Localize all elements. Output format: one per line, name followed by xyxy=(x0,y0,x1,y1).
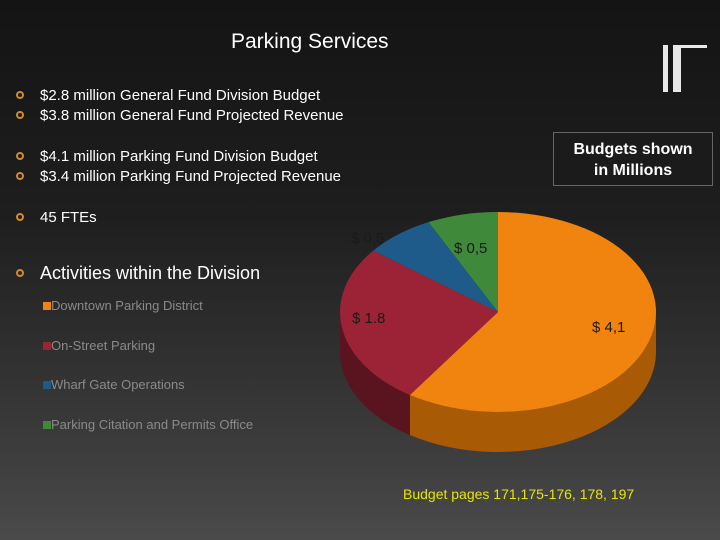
legend-swatch xyxy=(43,421,51,429)
legend-item: Wharf Gate Operations xyxy=(43,377,185,392)
pie-slice-0 xyxy=(409,212,656,412)
pie-data-label: $ 1.8 xyxy=(352,310,385,327)
legend-swatch xyxy=(43,302,51,310)
note-line: Budgets shown xyxy=(573,141,693,158)
slide-title: Parking Services xyxy=(231,30,389,53)
pie-side-1 xyxy=(340,312,410,435)
legend-item: On-Street Parking xyxy=(43,338,155,353)
note-line: in Millions xyxy=(593,162,673,179)
legend-item: Downtown Parking District xyxy=(43,298,203,313)
pie-data-label: $ 0,5 xyxy=(351,230,384,247)
legend-label: Parking Citation and Permits Office xyxy=(51,417,254,432)
pie-slice-1 xyxy=(340,250,498,395)
pie-slice-2 xyxy=(373,222,498,312)
deco-bar xyxy=(663,45,668,92)
legend-swatch xyxy=(43,381,51,389)
budget-note: Budgets shown in Millions xyxy=(553,132,713,186)
legend-label: Downtown Parking District xyxy=(51,298,203,313)
pie-slice-3 xyxy=(428,212,498,312)
deco-bar xyxy=(673,45,681,92)
pie-data-label: $ 0,5 xyxy=(454,240,487,257)
pie-data-label: $ 4,1 xyxy=(592,319,625,336)
legend-item: Parking Citation and Permits Office xyxy=(43,417,253,432)
corner-decoration xyxy=(663,45,707,92)
legend-label: Wharf Gate Operations xyxy=(51,377,185,392)
deco-bar xyxy=(681,45,707,48)
pie-side-0 xyxy=(409,312,656,452)
legend-swatch xyxy=(43,342,51,350)
budget-pages-footer: Budget pages 171,175-176, 178, 197 xyxy=(403,486,635,502)
legend-label: On-Street Parking xyxy=(51,338,156,353)
